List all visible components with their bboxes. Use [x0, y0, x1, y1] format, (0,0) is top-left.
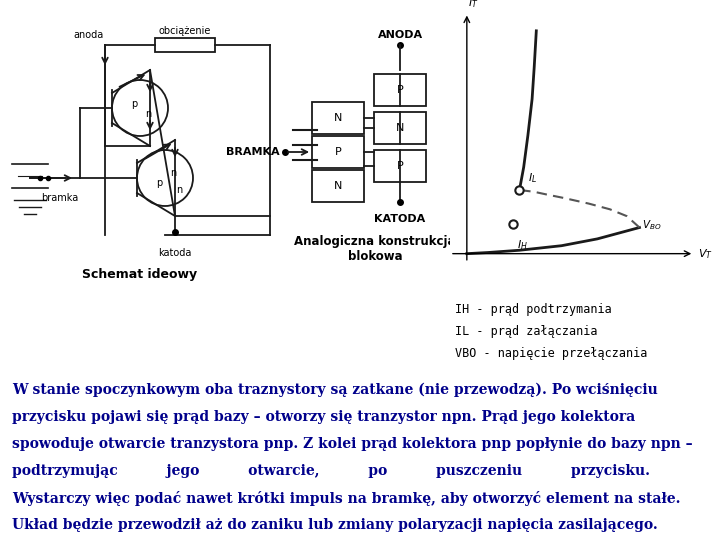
Bar: [374, 150, 426, 182]
Text: bramka: bramka: [41, 193, 78, 203]
Text: przycisku pojawi się prąd bazy – otworzy się tranzystor npn. Prąd jego kolektora: przycisku pojawi się prąd bazy – otworzy…: [12, 410, 635, 424]
Text: $I_T$: $I_T$: [468, 0, 478, 10]
Text: podtrzymując          jego          otwarcie,          po          puszczeniu   : podtrzymując jego otwarcie, po puszczeni…: [12, 464, 650, 478]
Text: Analogiczna konstrukcja: Analogiczna konstrukcja: [294, 235, 456, 248]
Text: obciążenie: obciążenie: [159, 26, 211, 36]
Text: blokowa: blokowa: [348, 250, 402, 263]
Text: VBO - napięcie przełączania: VBO - napięcie przełączania: [455, 348, 647, 361]
Bar: [312, 170, 364, 202]
Text: anoda: anoda: [73, 30, 103, 40]
Text: IH - prąd podtrzymania: IH - prąd podtrzymania: [455, 303, 612, 316]
Text: $I_L$: $I_L$: [528, 172, 537, 185]
Text: Wystarczy więc podać nawet krótki impuls na bramkę, aby otworzyć element na stał: Wystarczy więc podać nawet krótki impuls…: [12, 490, 680, 505]
Text: P: P: [397, 161, 403, 171]
Text: N: N: [334, 181, 342, 191]
Text: N: N: [396, 123, 404, 133]
Text: Schemat ideowy: Schemat ideowy: [82, 268, 197, 281]
Text: p: p: [156, 178, 162, 188]
Text: W stanie spoczynkowym oba traznystory są zatkane (nie przewodzą). Po wciśnięciu: W stanie spoczynkowym oba traznystory są…: [12, 383, 658, 397]
Text: ANODA: ANODA: [377, 30, 423, 40]
Text: p: p: [131, 99, 137, 109]
Text: BRAMKA: BRAMKA: [226, 147, 280, 157]
Text: N: N: [334, 113, 342, 123]
Text: P: P: [335, 147, 341, 157]
Text: P: P: [397, 85, 403, 95]
Text: spowoduje otwarcie tranzystora pnp. Z kolei prąd kolektora pnp popłynie do bazy : spowoduje otwarcie tranzystora pnp. Z ko…: [12, 437, 693, 451]
Text: n: n: [145, 109, 151, 119]
Text: n: n: [176, 185, 182, 195]
Bar: [374, 112, 426, 144]
Text: $I_H$: $I_H$: [518, 238, 528, 252]
Bar: [155, 38, 215, 52]
Text: $V_T$: $V_T$: [698, 247, 714, 261]
Text: n: n: [170, 168, 176, 178]
Text: $V_{BO}$: $V_{BO}$: [642, 218, 661, 232]
Text: IL - prąd załączania: IL - prąd załączania: [455, 326, 598, 339]
Text: KATODA: KATODA: [374, 214, 426, 224]
Bar: [374, 74, 426, 106]
Bar: [312, 102, 364, 134]
Text: katoda: katoda: [158, 248, 192, 258]
Bar: [312, 136, 364, 168]
Text: Układ będzie przewodził aż do zaniku lub zmiany polaryzacji napięcia zasilająceg: Układ będzie przewodził aż do zaniku lub…: [12, 518, 658, 532]
